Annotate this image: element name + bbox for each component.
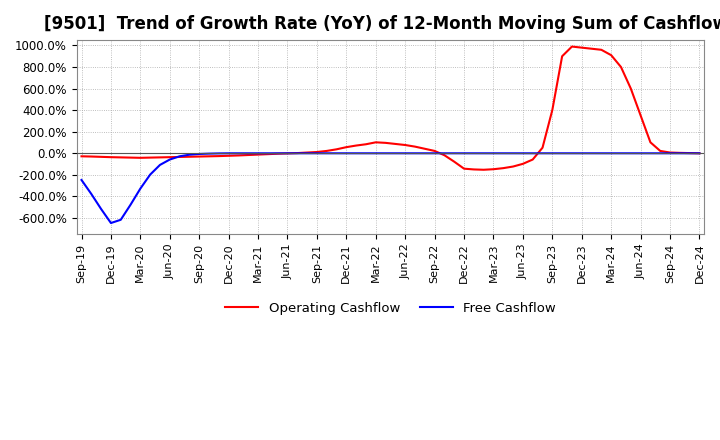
Operating Cashflow [77,154,86,159]
Free Cashflow [166,157,174,162]
Free Cashflow [695,150,703,156]
Line: Free Cashflow: Free Cashflow [81,153,699,223]
Operating Cashflow [489,167,498,172]
Title: [9501]  Trend of Growth Rate (YoY) of 12-Month Moving Sum of Cashflows: [9501] Trend of Growth Rate (YoY) of 12-… [44,15,720,33]
Operating Cashflow [695,150,703,156]
Free Cashflow [499,150,508,156]
Line: Operating Cashflow: Operating Cashflow [81,47,699,170]
Free Cashflow [440,150,449,156]
Operating Cashflow [332,147,341,152]
Free Cashflow [489,150,498,156]
Free Cashflow [401,150,410,156]
Operating Cashflow [156,155,164,160]
Operating Cashflow [469,167,478,172]
Operating Cashflow [480,167,488,172]
Free Cashflow [225,150,233,156]
Free Cashflow [77,177,86,183]
Operating Cashflow [382,140,390,146]
Operating Cashflow [567,44,576,49]
Free Cashflow [352,150,361,156]
Operating Cashflow [420,146,429,151]
Free Cashflow [107,220,115,226]
Legend: Operating Cashflow, Free Cashflow: Operating Cashflow, Free Cashflow [220,297,562,320]
